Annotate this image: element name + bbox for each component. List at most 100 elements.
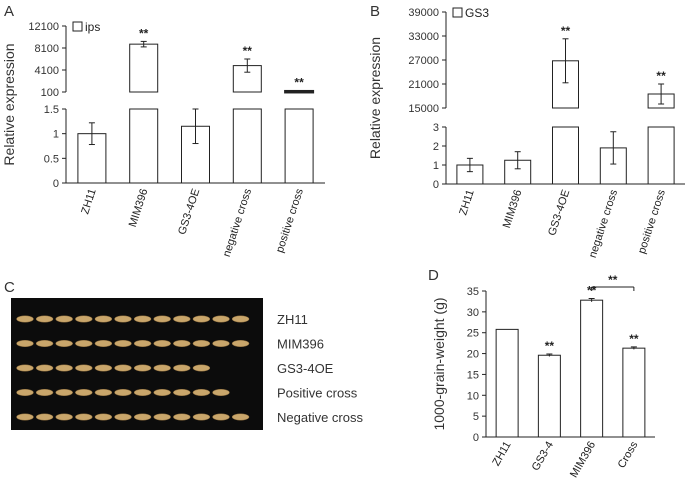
rice-grain [16,340,34,347]
y-tick-label: 12100 [28,21,59,33]
y-tick-label: 30 [467,307,479,319]
rice-grain [55,340,73,347]
bar [232,108,262,184]
rice-grain [75,364,93,372]
panel-label-c: C [4,279,15,296]
bar [129,108,159,184]
rice-grain [114,340,132,347]
rice-grain [94,340,113,347]
x-tick-label: ZH11 [79,187,98,216]
rice-grain [231,413,250,421]
y-tick-label: 39000 [408,7,439,19]
bar [647,126,675,185]
significance-mark: ** [656,69,666,83]
y-tick-label: 27000 [408,55,439,67]
y-tick-label: 2 [433,141,439,153]
bar [284,108,314,184]
bar [622,347,646,438]
grain-row-label: MIM396 [277,337,324,352]
rice-grain [212,340,230,347]
y-tick-label: 0 [473,432,479,444]
rice-grain [192,413,211,421]
significance-mark: ** [561,24,571,38]
x-tick-label: MIM396 [568,440,598,480]
rice-grain [192,364,211,372]
significance-mark: ** [545,339,555,353]
grain-row-label: GS3-4OE [277,361,334,376]
bracket-significance-mark: ** [608,273,618,287]
rice-grain [173,413,191,421]
y-tick-label: 100 [41,87,59,99]
y-tick-label: 10 [467,390,479,402]
rice-grain [35,315,54,323]
bar [495,328,519,438]
rice-grain [94,315,113,323]
x-tick-label: GS3-4 [530,440,556,474]
y-axis-label: Relative expression [1,43,17,165]
rice-grain [75,413,93,421]
rice-grain [192,315,211,323]
significance-mark: ** [629,332,639,346]
bar [181,125,210,184]
significance-mark: ** [243,44,253,58]
chart-b: 0 1 2 3 15000 21000 27000 33000 39000 Relative ex… [367,6,685,259]
y-tick-label: 1 [53,129,59,141]
y-axis-label: Relative expression [367,37,383,159]
legend-swatch [452,7,463,18]
rice-grain [133,315,152,323]
y-tick-label: 0 [53,178,59,190]
y-tick-label: 15000 [408,103,439,115]
x-tick-label: ZH11 [490,440,513,469]
x-tick-label: Cross [616,439,641,470]
x-tick-label: MIM396 [501,188,525,230]
rice-grain [133,364,152,372]
y-tick-label: 4100 [35,65,59,77]
rice-grain [173,315,191,323]
rice-grain [133,413,152,421]
rice-grain [75,315,93,323]
y-tick-label: 5 [473,411,479,423]
rice-grain [133,340,152,347]
rice-grain [153,413,171,421]
significance-mark: ** [294,75,304,89]
rice-grain [153,315,171,323]
y-axis-label: 1000-grain-weight (g) [431,297,447,430]
y-tick-label: 0 [433,179,439,191]
panel-label-b: B [370,3,380,20]
y-tick-label: 35 [467,286,479,298]
rice-grain [55,413,73,421]
x-tick-label: negative cross [221,187,254,259]
y-tick-label: 21000 [408,79,439,91]
rice-grain [75,340,93,347]
y-tick-label: 15 [467,369,479,381]
legend-swatch [72,21,83,32]
x-tick-label: ZH11 [457,188,476,217]
panel-label-d: D [428,267,439,284]
y-tick-label: 25 [467,328,479,340]
bar [537,354,561,438]
rice-grain [231,340,250,347]
y-tick-label: 20 [467,349,479,361]
rice-grain [114,389,132,396]
rice-grain [35,389,54,396]
bar-upper-segment [284,89,315,94]
rice-grain [192,340,211,347]
rice-grain [55,364,73,372]
grain-row-label: ZH11 [277,312,308,327]
bar [580,299,604,438]
y-tick-label: 0.5 [44,153,59,165]
rice-grain [16,364,34,372]
rice-grain [114,364,132,372]
rice-grain [16,389,34,396]
rice-grain [153,340,171,347]
rice-grain [133,389,152,396]
rice-grain [153,389,171,396]
x-tick-label: negative cross [587,188,620,260]
y-tick-label: 1.5 [44,104,59,116]
rice-grain [212,389,230,396]
x-tick-label: GS3-4OE [176,187,202,236]
x-tick-label: positive cross [636,188,668,256]
rice-grain [231,315,250,323]
rice-grain [114,413,132,421]
